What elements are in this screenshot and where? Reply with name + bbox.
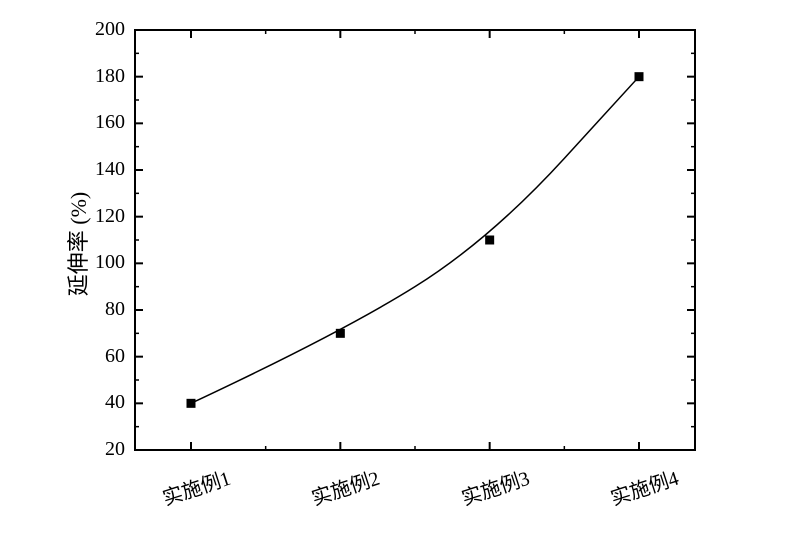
y-axis-label: 延伸率 (%) <box>61 192 93 296</box>
chart-container: 20406080100120140160180200实施例1实施例2实施例3实施… <box>0 0 800 535</box>
y-tick-label: 180 <box>75 65 125 88</box>
y-tick-label: 80 <box>75 298 125 321</box>
y-tick-label: 20 <box>75 438 125 461</box>
y-tick-label: 200 <box>75 18 125 41</box>
data-marker <box>187 399 195 407</box>
y-tick-label: 40 <box>75 391 125 414</box>
y-tick-label: 140 <box>75 158 125 181</box>
data-marker <box>635 73 643 81</box>
y-tick-label: 60 <box>75 345 125 368</box>
y-tick-label: 160 <box>75 111 125 134</box>
data-marker <box>336 329 344 337</box>
data-marker <box>486 236 494 244</box>
